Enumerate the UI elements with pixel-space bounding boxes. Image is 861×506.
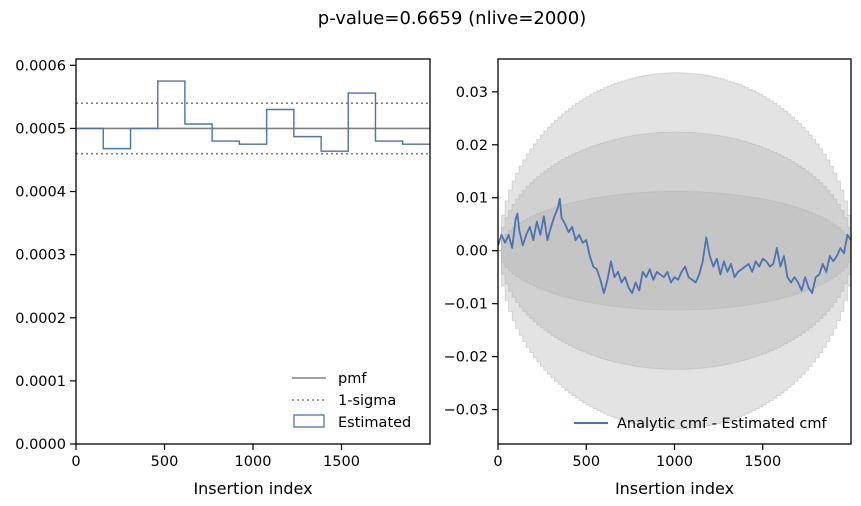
left-xtick-label: 0	[71, 454, 80, 470]
left-axes-frame	[75, 58, 431, 445]
legend-pmf-label: pmf	[338, 371, 367, 387]
left-ytick-label: 0.0005	[15, 121, 66, 137]
right-ytick-label: 0.02	[456, 138, 488, 154]
left-xtick-label: 500	[151, 454, 179, 470]
right-ytick-label: −0.02	[444, 350, 488, 366]
left-ytick-label: 0.0003	[15, 248, 66, 264]
legend-estimated-swatch	[293, 414, 325, 428]
right-xtick-label: 500	[572, 454, 600, 470]
left-ytick-label: 0.0002	[15, 311, 66, 327]
right-xtick-label: 1500	[744, 454, 781, 470]
right-ytick-label: 0.03	[456, 85, 488, 101]
right-xtick-label: 1000	[656, 454, 693, 470]
right-xtick-label: 0	[493, 454, 502, 470]
right-ytick-label: −0.01	[444, 297, 488, 313]
left-ytick-label: 0.0006	[15, 58, 66, 74]
right-ytick-label: −0.03	[444, 403, 488, 419]
left-xtick-label: 1500	[323, 454, 360, 470]
legend-sigma-label: 1-sigma	[338, 393, 396, 409]
right-xlabel: Insertion index	[615, 479, 734, 498]
sigma-band	[498, 190, 852, 311]
right-chart: 0 500 1000 1500 0.03 0.02 0.01 0.00 −0.01 −0.02 −0…	[444, 58, 852, 498]
left-ytick-label: 0.0001	[15, 374, 66, 390]
figure-title: p-value=0.6659 (nlive=2000)	[318, 8, 586, 29]
legend-cmf-label: Analytic cmf - Estimated cmf	[617, 416, 828, 432]
cmf-difference-line	[497, 197, 852, 294]
right-axes-frame	[497, 58, 852, 445]
estimated-histogram	[76, 80, 430, 152]
legend-estimated-label: Estimated	[338, 415, 411, 431]
right-ytick-label: 0.01	[456, 191, 488, 207]
left-xlabel: Insertion index	[193, 479, 312, 498]
left-chart: 0 500 1000 1500 0.0000 0.0001 0.0002 0.0003 0.00…	[15, 58, 431, 498]
left-ytick-label: 0.0004	[15, 185, 66, 201]
left-ytick-label: 0.0000	[15, 437, 66, 453]
left-xtick-label: 1000	[235, 454, 272, 470]
right-ytick-label: 0.00	[456, 244, 488, 260]
